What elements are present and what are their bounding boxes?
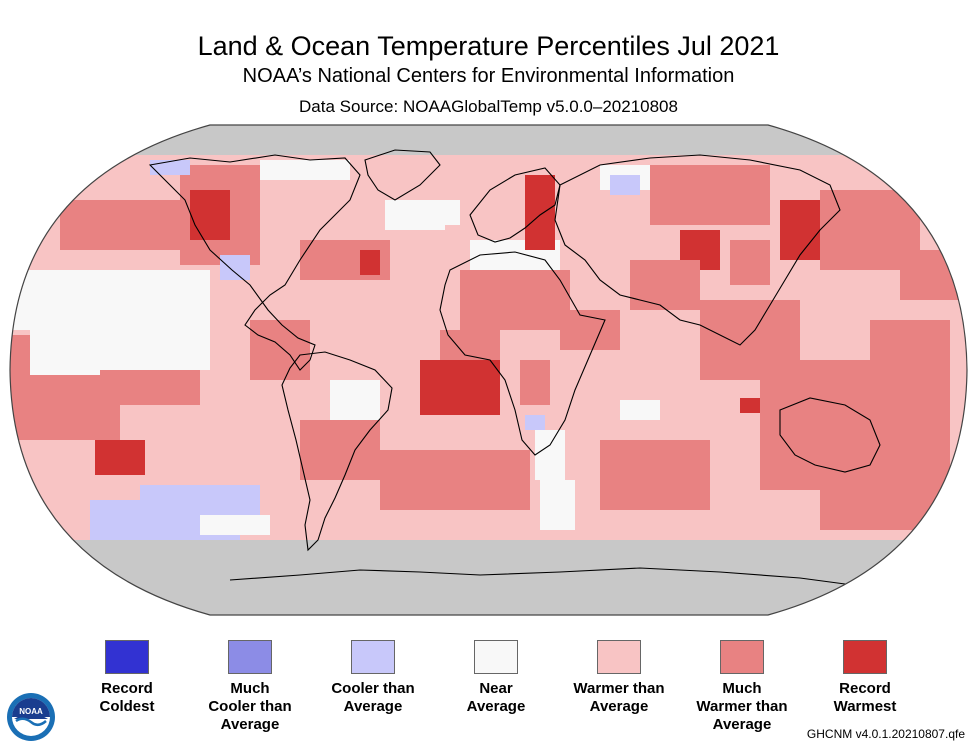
grid-cell — [525, 415, 545, 430]
grid-cell — [440, 330, 500, 360]
grid-cell — [10, 270, 80, 330]
grid-cell — [95, 440, 145, 475]
coastlines — [148, 149, 881, 587]
data-source-label: Data Source: NOAAGlobalTemp v5.0.0–20210… — [299, 97, 678, 116]
noaa-logo-icon: NOAA — [7, 693, 55, 741]
svg-text:NOAA: NOAA — [19, 707, 43, 716]
legend-label: Much Warmer than Average — [696, 680, 788, 733]
grid-cell — [300, 420, 380, 480]
world-percentile-map — [9, 124, 968, 616]
legend-label: Cooler than Average — [331, 680, 415, 715]
grid-cell — [600, 440, 710, 510]
legend-swatch — [597, 640, 641, 674]
grid-cell — [250, 320, 310, 380]
grid-cell — [140, 485, 260, 520]
south-america-coast — [281, 351, 393, 552]
grid-cell — [540, 480, 575, 530]
grid-cell — [650, 165, 770, 225]
grid-cell — [800, 390, 880, 460]
legend-warmer: Warmer than Average — [549, 640, 689, 716]
legend-much-cooler: Much Cooler than Average — [180, 640, 320, 734]
grid-cell — [380, 450, 530, 510]
legend-swatch — [720, 640, 764, 674]
legend-swatch — [105, 640, 149, 674]
anomaly-grid — [10, 125, 967, 615]
map-subtitle: NOAA’s National Centers for Environmenta… — [242, 65, 735, 87]
legend-label: Much Cooler than Average — [208, 680, 292, 733]
africa-coast — [439, 251, 606, 456]
legend-swatch — [351, 640, 395, 674]
legend-swatch — [228, 640, 272, 674]
grid-cell — [400, 200, 460, 225]
grid-cell — [220, 255, 250, 280]
legend-cooler: Cooler than Average — [303, 640, 443, 716]
grid-cell — [730, 240, 770, 285]
grid-cell — [420, 360, 500, 415]
grid-cell — [260, 160, 350, 180]
grid-cell — [10, 400, 120, 440]
grid-cell — [870, 320, 950, 380]
grid-cell — [630, 260, 700, 310]
asia-coast — [554, 154, 841, 346]
legend-much-warmer: Much Warmer than Average — [672, 640, 812, 734]
grid-cell — [535, 430, 565, 480]
legend-near-average: Near Average — [426, 640, 566, 716]
legend-record-warmest: Record Warmest — [795, 640, 935, 716]
grid-cell — [360, 250, 380, 275]
grid-cell — [740, 398, 765, 413]
grid-cell — [620, 400, 660, 420]
grid-cell — [610, 175, 640, 195]
antarctic-no-data — [10, 540, 967, 615]
antarctica-coast — [229, 567, 861, 587]
legend-label: Warmer than Average — [573, 680, 665, 715]
dataset-version-label: GHCNM v4.0.1.20210807.qfe — [806, 727, 965, 741]
map-title: Land & Ocean Temperature Percentiles Jul… — [197, 31, 780, 61]
grid-cell — [190, 190, 230, 240]
europe-coast — [469, 167, 561, 243]
legend-swatch — [843, 640, 887, 674]
grid-cell — [80, 270, 210, 370]
australia-coast — [779, 397, 881, 473]
grid-cell — [560, 310, 620, 350]
grid-cell — [520, 360, 550, 405]
grid-cell — [330, 380, 380, 420]
legend-label: Record Warmest — [833, 680, 897, 715]
grid-cell — [460, 270, 570, 330]
grid-cell — [200, 515, 270, 535]
legend-label: Near Average — [466, 680, 526, 715]
legend-label: Record Coldest — [99, 680, 155, 715]
greenland-coast — [364, 149, 441, 201]
north-america-coast — [148, 154, 361, 371]
grid-cell — [820, 470, 950, 530]
legend-swatch — [474, 640, 518, 674]
grid-cell — [525, 175, 555, 250]
grid-cell — [60, 200, 180, 250]
legend-record-coldest: Record Coldest — [57, 640, 197, 716]
grid-cell — [150, 160, 190, 175]
